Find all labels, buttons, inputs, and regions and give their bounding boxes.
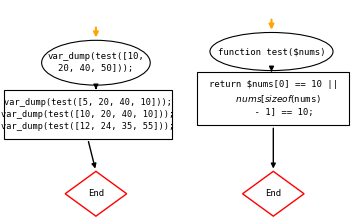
Text: return $nums[0] == 10 ||
  $nums[sizeof($nums)
    - 1] == 10;: return $nums[0] == 10 || $nums[sizeof($n… <box>209 80 338 117</box>
Text: var_dump(test([5, 20, 40, 10]));
var_dump(test([10, 20, 40, 10]));
var_dump(test: var_dump(test([5, 20, 40, 10])); var_dum… <box>1 98 174 131</box>
Ellipse shape <box>42 40 150 85</box>
Text: function test($nums): function test($nums) <box>218 47 325 56</box>
FancyBboxPatch shape <box>197 72 349 125</box>
Ellipse shape <box>210 32 333 71</box>
Text: End: End <box>265 189 281 198</box>
Polygon shape <box>243 171 304 216</box>
Text: End: End <box>88 189 104 198</box>
Text: var_dump(test([10,
20, 40, 50]));: var_dump(test([10, 20, 40, 50])); <box>47 52 144 73</box>
FancyBboxPatch shape <box>4 90 172 139</box>
Polygon shape <box>65 171 127 216</box>
